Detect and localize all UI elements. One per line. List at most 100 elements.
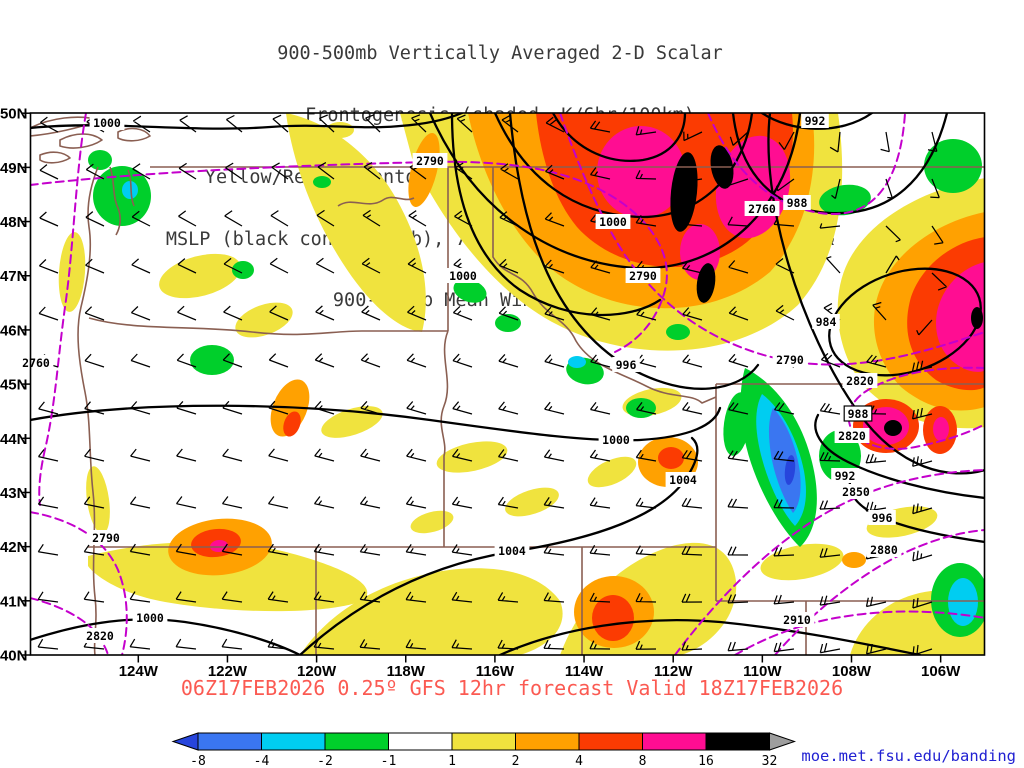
- island: [117, 127, 151, 142]
- shading-blob: [666, 324, 690, 340]
- mslp-contour-label: 1000: [93, 116, 121, 130]
- shading-blob: [626, 398, 656, 418]
- colorbar-cell: [197, 732, 262, 751]
- shading-blob: [122, 181, 138, 199]
- shading-blob: [936, 262, 985, 372]
- shading-blob: [93, 166, 151, 226]
- lat-tick-label: 43N: [0, 485, 28, 502]
- credit-link[interactable]: moe.met.fsu.edu/banding: [801, 747, 1016, 765]
- mslp-contour-label: 1000: [136, 611, 164, 625]
- mslp-contour-label-box: [801, 113, 829, 128]
- lon-tick-label: 118W: [387, 663, 426, 680]
- colorbar-cell: [578, 732, 643, 751]
- colorbar-cell: [388, 732, 453, 751]
- colorbar-tick-label: 4: [575, 754, 583, 768]
- mslp-contour-label-box: [132, 610, 168, 625]
- colorbar-tick-label: -8: [190, 754, 206, 768]
- height-contour-label-box: [842, 373, 878, 388]
- height-contour-label-box: [18, 355, 54, 370]
- shading-blob: [924, 139, 982, 193]
- colorbar-tick-label: -4: [254, 754, 270, 768]
- height-contour-label-box: [82, 628, 118, 643]
- mslp-contour-label-box: [595, 214, 631, 229]
- title-line: 900-500mb Vertically Averaged 2-D Scalar: [277, 43, 723, 65]
- island: [39, 151, 71, 164]
- forecast-info: 06Z17FEB2026 0.25º GFS 12hr forecast Val…: [180, 676, 844, 700]
- isobar: [30, 404, 722, 442]
- lon-tick-label: 112W: [654, 663, 693, 680]
- height-contour-label-box: [412, 153, 448, 168]
- mslp-contour-label: 1000: [599, 215, 627, 229]
- puget-sound: [127, 169, 135, 207]
- mslp-contour-label: 1004: [669, 473, 697, 487]
- mslp-contour-label: 996: [616, 358, 637, 372]
- shading-blob: [884, 420, 902, 436]
- lat-tick-label: 47N: [0, 268, 28, 285]
- map-canvas: 1000 1000 992 988 984 1000 996 988 1000 992 1004 99…: [0, 106, 986, 680]
- shading-blob: [58, 232, 86, 312]
- isobar: [508, 113, 760, 390]
- height-contour-label: 2760: [748, 202, 776, 216]
- height-contour-label-box: [88, 530, 124, 545]
- colorbar-scale: -8 -4 -2 -1 1 2 4 8 16 32: [171, 732, 797, 768]
- lat-tick-label: 45N: [0, 377, 28, 394]
- isobar: [551, 113, 687, 162]
- lon-tick-label: 108W: [832, 663, 872, 680]
- pacific-coastline: [77, 166, 99, 655]
- shading-blob: [597, 126, 685, 218]
- or-id-border: [440, 330, 449, 547]
- wa-or-border: [88, 317, 448, 336]
- height-contour-label: 2880: [870, 543, 898, 557]
- frontogenesis-shading-layer: [58, 113, 985, 655]
- mslp-contour-label: 988: [787, 196, 808, 210]
- shading-blob: [784, 455, 796, 485]
- lat-tick-label: 42N: [0, 539, 28, 556]
- isobar: [760, 113, 874, 130]
- colorbar-left-arrow: [171, 732, 199, 751]
- shading-blob: [948, 578, 978, 626]
- height-contour-label: 2850: [842, 485, 870, 499]
- isobar: [298, 436, 699, 655]
- colorbar-cell: [642, 732, 707, 751]
- mslp-contour-label-box: [89, 115, 125, 130]
- shading-blob: [453, 279, 487, 303]
- lat-tick-label: 49N: [0, 160, 28, 177]
- height-contour-label-box: [838, 484, 874, 499]
- mslp-contour-label: 992: [835, 469, 856, 483]
- mslp-contour-label-box: [843, 405, 873, 422]
- height-contour-label: 2760: [22, 356, 50, 370]
- shading-blob: [819, 184, 871, 216]
- shading-blob: [760, 543, 844, 581]
- state-borders-layer: [30, 116, 985, 655]
- lat-tick-label: 48N: [0, 214, 28, 231]
- lon-tick-label: 122W: [208, 663, 248, 680]
- shading-blob: [286, 113, 426, 332]
- shading-blob: [592, 595, 634, 641]
- lon-tick-label: 124W: [119, 663, 159, 680]
- island: [59, 133, 103, 149]
- colorbar-tick-label: 8: [639, 754, 647, 768]
- lat-tick-label: 50N: [0, 106, 28, 123]
- wind-barbs-path: [37, 114, 947, 655]
- mslp-contour-label-box: [812, 314, 840, 329]
- shading-blob: [568, 356, 586, 368]
- colorbar-cell: [324, 732, 389, 751]
- colorbar-tick-label: -2: [317, 754, 333, 768]
- mslp-contour-label: 1000: [602, 433, 630, 447]
- height-contour-label: 2790: [629, 269, 657, 283]
- mslp-contour-label-box: [665, 472, 701, 487]
- mslp-contour-label-box: [445, 268, 481, 283]
- colorbar-cell: [451, 732, 516, 751]
- lat-tick-label: 44N: [0, 431, 28, 448]
- shading-blob: [159, 253, 241, 299]
- lon-tick-label: 114W: [565, 663, 604, 680]
- lat-tick-label: 41N: [0, 593, 28, 610]
- contour-labels-layer: 1000 1000 992 988 984 1000 996 988 1000 992 1004 99…: [18, 113, 902, 643]
- isobar: [767, 113, 985, 475]
- height-contour: [38, 113, 87, 506]
- shading-blob: [300, 568, 563, 655]
- puget-sound: [109, 166, 121, 236]
- mslp-contours-layer: [30, 113, 985, 655]
- shading-blob: [436, 441, 508, 473]
- isobar: [731, 113, 949, 215]
